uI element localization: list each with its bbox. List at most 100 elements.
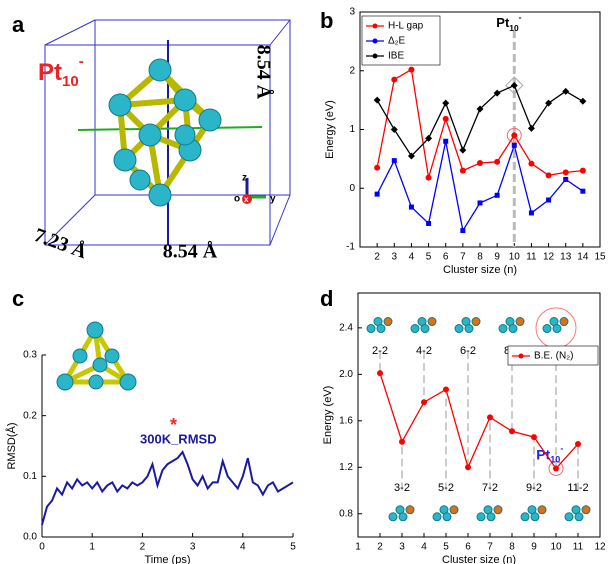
point xyxy=(528,125,535,132)
annotation: Pt10- xyxy=(536,444,563,465)
structure-icon xyxy=(472,318,480,326)
point xyxy=(546,198,551,203)
point xyxy=(494,159,500,165)
point xyxy=(374,165,380,171)
panel-label: b xyxy=(320,8,333,33)
formula-sub: 10 xyxy=(62,73,79,90)
annotation-text: Pt xyxy=(536,446,550,462)
point xyxy=(553,465,559,471)
structure-icon xyxy=(516,318,524,326)
point xyxy=(408,67,414,73)
structure-icon xyxy=(521,513,529,521)
structure-label: 11-2 xyxy=(567,482,588,494)
structure-label: 3-2 xyxy=(394,482,410,494)
x-tick-label: 8 xyxy=(477,252,483,263)
structure-icon xyxy=(411,325,419,333)
x-tick-label: 4 xyxy=(240,542,246,553)
structure-label: 6-2 xyxy=(460,345,476,357)
structure-icon xyxy=(565,513,573,521)
y-tick-label: 3 xyxy=(349,7,355,18)
x-tick-label: 11 xyxy=(526,252,537,263)
x-tick-label: 12 xyxy=(543,252,555,263)
point xyxy=(529,210,534,215)
point xyxy=(426,221,431,226)
point xyxy=(443,116,449,122)
point xyxy=(477,160,483,166)
structure-icon xyxy=(465,325,473,333)
point xyxy=(391,77,397,83)
x-axis-label: Cluster size (n) xyxy=(442,554,516,564)
series-line xyxy=(42,452,293,525)
y-tick-label: 1.6 xyxy=(339,415,353,426)
x-tick-label: 6 xyxy=(465,542,471,553)
x-tick-label: 10 xyxy=(509,252,521,263)
structure-label: 2-2 xyxy=(372,345,388,357)
point xyxy=(580,189,585,194)
structure-icon xyxy=(531,513,539,521)
legend-swatch xyxy=(373,39,378,44)
point xyxy=(391,126,398,133)
structure-icon xyxy=(487,513,495,521)
x-tick-label: 1 xyxy=(355,542,361,553)
structure-icon xyxy=(384,318,392,326)
annotation: Pt10- xyxy=(496,12,521,33)
annotation-text: Pt xyxy=(496,15,510,30)
x-tick-label: 5 xyxy=(426,252,432,263)
annotation: * xyxy=(170,415,177,435)
y-tick-label: 2.0 xyxy=(339,369,353,380)
legend-label: IBE xyxy=(388,51,404,62)
point xyxy=(487,414,493,420)
dimension: 8.54 Å xyxy=(163,240,218,263)
x-tick-label: 11 xyxy=(573,542,584,553)
structure-icon xyxy=(538,506,546,514)
axis-rod xyxy=(78,127,262,130)
annotation-sup: - xyxy=(560,444,563,454)
point xyxy=(409,205,414,210)
point xyxy=(399,439,405,445)
formula-sup: - xyxy=(79,53,84,70)
x-axis-label: Cluster size (n) xyxy=(443,264,517,276)
point xyxy=(511,82,518,89)
y-tick-label: -1 xyxy=(346,242,355,253)
x-tick-label: 8 xyxy=(509,542,515,553)
point xyxy=(443,139,448,144)
point xyxy=(443,386,449,392)
point xyxy=(563,169,569,175)
y-tick-label: 1.2 xyxy=(339,462,353,473)
point xyxy=(512,143,517,148)
point xyxy=(459,147,466,154)
structure-label: 5-2 xyxy=(438,482,454,494)
cluster-inset xyxy=(57,322,136,390)
y-tick-label: 0.3 xyxy=(23,350,37,361)
structure-icon xyxy=(494,506,502,514)
y-tick-label: 2.4 xyxy=(339,322,353,333)
structure-icon xyxy=(389,513,397,521)
structure-icon xyxy=(377,325,385,333)
series-line xyxy=(377,85,583,156)
plot-frame xyxy=(358,293,600,537)
point xyxy=(546,172,552,178)
structure-icon xyxy=(543,325,551,333)
point xyxy=(509,428,515,434)
x-tick-label: 2 xyxy=(374,252,380,263)
y-tick-label: 0.8 xyxy=(339,508,353,519)
structure-icon xyxy=(433,513,441,521)
point xyxy=(511,132,517,138)
dimension: 8.54 Å xyxy=(252,45,275,100)
point xyxy=(426,175,432,181)
x-tick-label: 14 xyxy=(577,252,589,263)
legend-swatch xyxy=(373,54,378,59)
point xyxy=(478,200,483,205)
y-axis-label: Energy (eV) xyxy=(324,100,336,159)
point xyxy=(531,434,537,440)
structure-icon xyxy=(575,513,583,521)
x-tick-label: 12 xyxy=(594,542,606,553)
structure-icon xyxy=(443,513,451,521)
y-tick-label: 1 xyxy=(349,124,355,135)
panel-label: d xyxy=(320,286,333,311)
x-tick-label: 7 xyxy=(460,252,466,263)
x-tick-label: 3 xyxy=(399,542,405,553)
structure-icon xyxy=(399,513,407,521)
formula: Pt10- xyxy=(38,53,84,90)
structure-icon xyxy=(499,325,507,333)
